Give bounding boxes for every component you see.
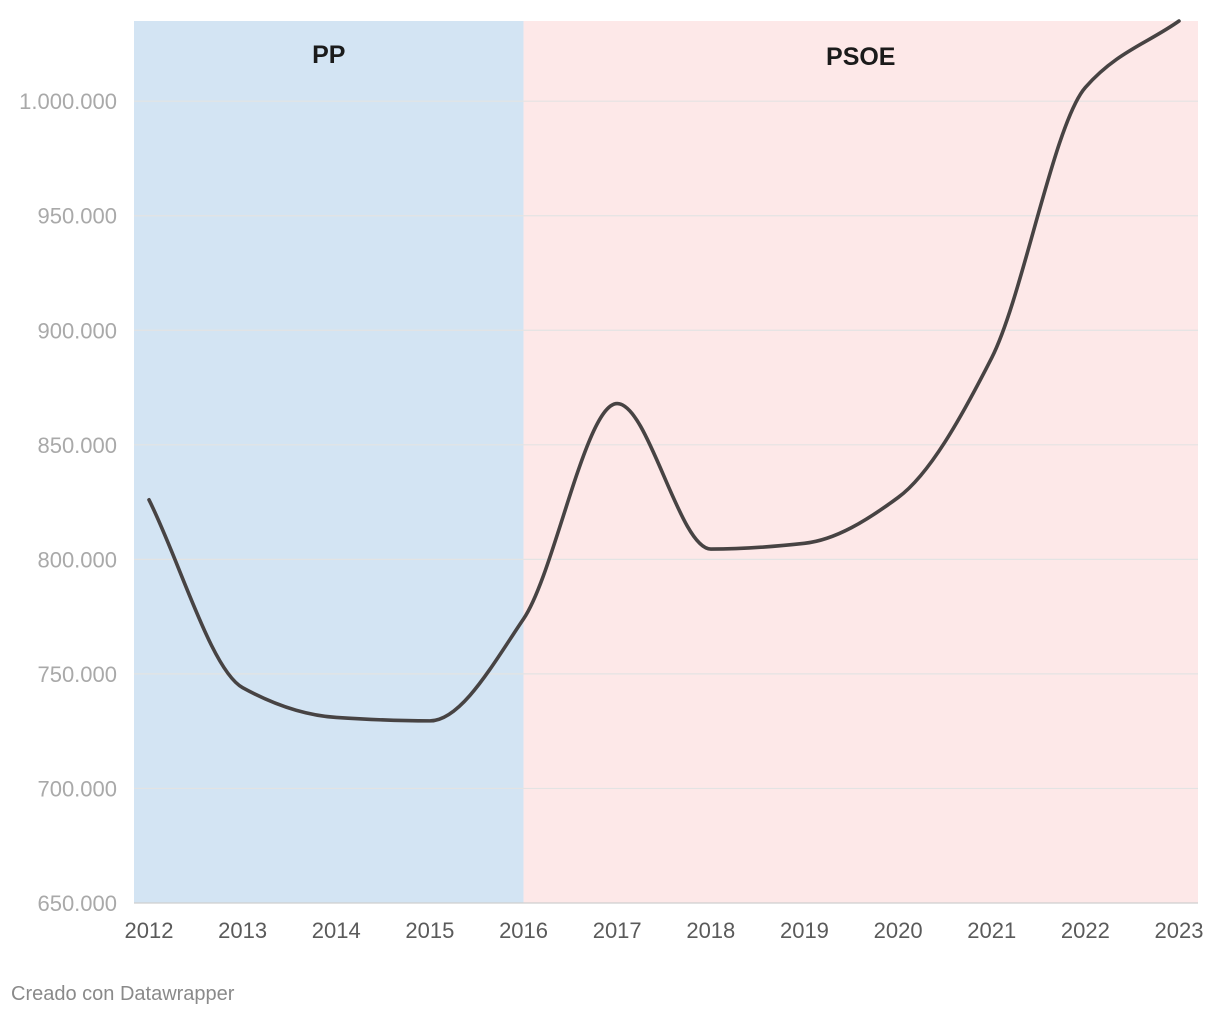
x-tick-label: 2020 bbox=[874, 918, 923, 943]
datawrapper-credit: Creado con Datawrapper bbox=[11, 983, 235, 1005]
x-tick-label: 2021 bbox=[967, 918, 1016, 943]
x-tick-label: 2018 bbox=[686, 918, 735, 943]
band-label-psoe: PSOE bbox=[826, 43, 895, 71]
series-lines bbox=[147, 19, 1181, 723]
y-tick-label: 750.000 bbox=[37, 662, 117, 687]
x-tick-label: 2019 bbox=[780, 918, 829, 943]
band-psoe bbox=[523, 21, 1198, 903]
y-tick-label: 1.000.000 bbox=[19, 89, 117, 114]
y-tick-label: 700.000 bbox=[37, 776, 117, 801]
x-tick-label: 2022 bbox=[1061, 918, 1110, 943]
band-label-pp: PP bbox=[312, 41, 345, 69]
line-chart: PP PSOE 650.000 700.000 750.000 800.000 850.0… bbox=[19, 19, 1204, 943]
x-axis-ticks: 2012 2013 2014 2015 2016 2017 2018 2019 2020 2021… bbox=[125, 918, 1204, 943]
band-pp bbox=[134, 21, 524, 903]
x-tick-label: 2015 bbox=[405, 918, 454, 943]
x-tick-label: 2023 bbox=[1155, 918, 1204, 943]
x-tick-label: 2017 bbox=[593, 918, 642, 943]
y-axis-ticks: 650.000 700.000 750.000 800.000 850.000 900.0… bbox=[19, 89, 117, 916]
y-tick-label: 650.000 bbox=[37, 891, 117, 916]
y-tick-label: 850.000 bbox=[37, 433, 117, 458]
x-tick-label: 2014 bbox=[312, 918, 361, 943]
y-tick-label: 800.000 bbox=[37, 547, 117, 572]
series-line bbox=[147, 19, 1181, 723]
y-tick-label: 900.000 bbox=[37, 318, 117, 343]
y-tick-label: 950.000 bbox=[37, 204, 117, 229]
government-bands: PP PSOE bbox=[134, 21, 1198, 903]
x-tick-label: 2013 bbox=[218, 918, 267, 943]
x-tick-label: 2012 bbox=[125, 918, 174, 943]
x-tick-label: 2016 bbox=[499, 918, 548, 943]
gridlines bbox=[134, 100, 1198, 904]
